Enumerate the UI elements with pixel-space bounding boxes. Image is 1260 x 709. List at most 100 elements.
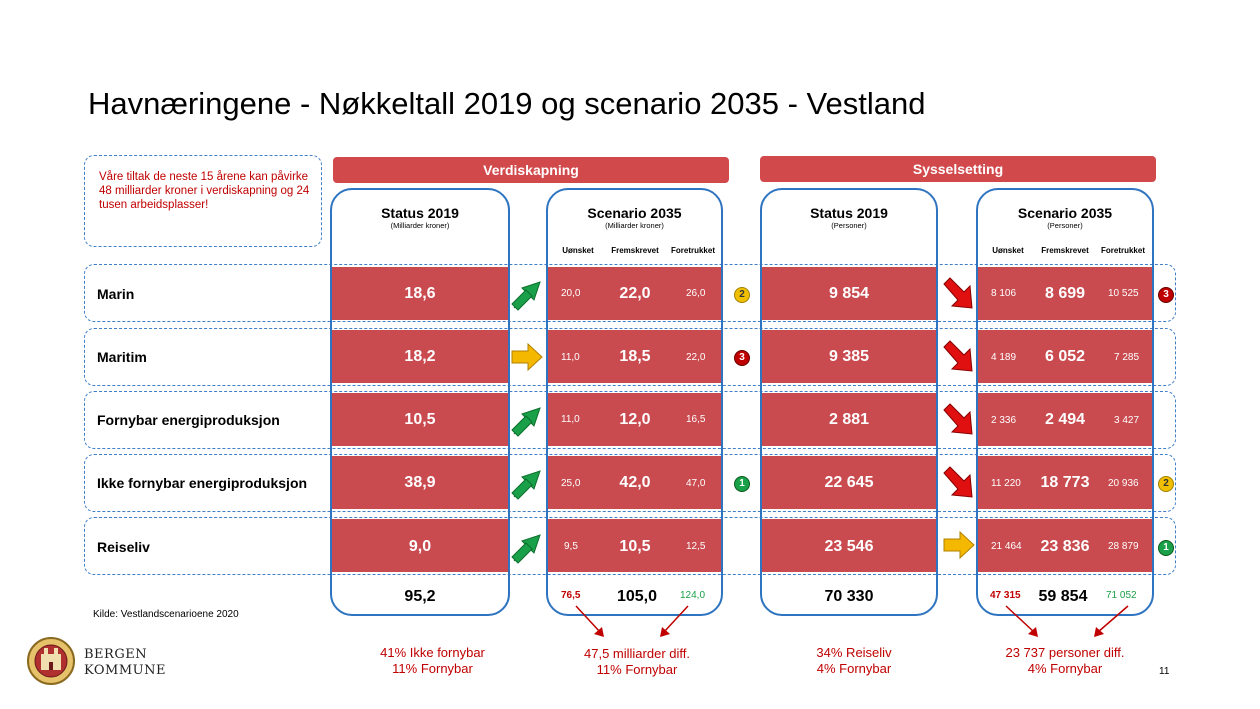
page-title: Havnæringene - Nøkkeltall 2019 og scenar…: [88, 86, 926, 121]
value-cell: 21 464: [991, 541, 1022, 552]
logo-text: BERGEN KOMMUNE: [84, 647, 166, 679]
header-sysselsetting: Sysselsetting: [760, 156, 1156, 182]
value-cell: 23 836: [1040, 538, 1090, 555]
diff-arrows-icon: [1005, 605, 1129, 637]
status-v-title: Status 2019: [381, 205, 459, 221]
scenario-v-title: Scenario 2035: [587, 205, 682, 221]
cell-bg: [548, 393, 721, 446]
row-label: Marin: [97, 286, 135, 302]
value-cell: 11,0: [561, 352, 580, 363]
value-cell: 12,0: [619, 411, 651, 428]
badge-green: 1: [734, 476, 750, 492]
badge-red: 3: [1158, 287, 1174, 303]
arrow-down-right-icon: [943, 340, 973, 372]
value-cell: 12,5: [686, 541, 706, 552]
value-cell: 18,2: [404, 348, 436, 365]
value-cell: 26,0: [686, 288, 706, 299]
page-number: 11: [1159, 666, 1170, 677]
value-cell: 9 854: [828, 285, 870, 302]
value-cell: 11,0: [561, 414, 580, 425]
cell-bg: [548, 456, 721, 509]
column-scenario-verdiskapning: [546, 188, 723, 616]
value-cell: 25,0: [561, 478, 581, 489]
column-status-sysselsetting: [760, 188, 938, 616]
row-label: Reiseliv: [97, 539, 150, 555]
status-s-title: Status 2019: [810, 205, 888, 221]
row-label: Fornybar energiproduksjon: [97, 412, 280, 428]
arrow-up-right-icon: [511, 470, 541, 500]
value-cell: 2 494: [1044, 411, 1086, 428]
annotation-line: 34% Reiseliv: [816, 645, 892, 660]
arrow-down-right-icon: [943, 403, 973, 435]
badge-yellow: 2: [734, 287, 750, 303]
arrow-down-right-icon: [943, 277, 973, 309]
status-v-unit: (Milliarder kroner): [390, 221, 450, 230]
status-s-unit: (Personer): [831, 221, 867, 230]
subheader-foretrukket: Foretrukket: [1100, 246, 1145, 255]
annotation-line: 11% Fornybar: [596, 662, 678, 677]
value-cell: 16,5: [686, 414, 706, 425]
value-cell: 28 879: [1108, 541, 1139, 552]
total-status-s: 70 330: [824, 588, 874, 605]
annotation-line: 41% Ikke fornybar: [380, 645, 485, 660]
cell-bg: [332, 456, 508, 509]
row-band-fornybar: [84, 391, 1176, 449]
row-band-maritim: [84, 328, 1176, 386]
cell-bg: [548, 519, 721, 572]
badge-red: 3: [734, 350, 750, 366]
cell-bg: [332, 519, 508, 572]
value-cell: 23 546: [824, 538, 874, 555]
cell-bg: [762, 519, 936, 572]
total-uonsket-s: 47 315: [990, 590, 1021, 601]
header-verdiskapning: Verdiskapning: [333, 157, 729, 183]
badge-green: 1: [1158, 540, 1174, 556]
arrow-right-icon: [943, 530, 975, 560]
value-cell: 42,0: [619, 474, 651, 491]
annotation-line: 11% Fornybar: [392, 661, 473, 676]
subheader-uonsket: Uønsket: [992, 246, 1024, 255]
total-fremskrevet-s: 59 854: [1038, 588, 1088, 605]
cell-bg: [978, 519, 1152, 572]
total-status-v: 95,2: [404, 588, 436, 605]
value-cell: 18 773: [1040, 474, 1090, 491]
value-cell: 47,0: [686, 478, 706, 489]
cell-bg: [762, 267, 936, 320]
annotation-line: 4% Fornybar: [1027, 661, 1103, 676]
badge-yellow: 2: [1158, 476, 1174, 492]
value-cell: 38,9: [404, 474, 436, 491]
row-band-reiseliv: [84, 517, 1176, 575]
subheader-foretrukket: Foretrukket: [670, 246, 715, 255]
source-note: Kilde: Vestlandscenarioene 2020: [93, 609, 239, 620]
annotation-line: 23 737 personer diff.: [1005, 645, 1125, 660]
value-cell: 18,5: [619, 348, 651, 365]
cell-bg: [978, 267, 1152, 320]
value-cell: 20 936: [1108, 478, 1139, 489]
total-fremskrevet-v: 105,0: [616, 588, 658, 605]
arrow-up-right-icon: [511, 281, 541, 311]
subheader-fremskrevet: Fremskrevet: [1041, 246, 1089, 255]
subheader-fremskrevet: Fremskrevet: [611, 246, 659, 255]
cell-bg: [332, 393, 508, 446]
cell-bg: [978, 330, 1152, 383]
annotation-line: 47,5 milliarder diff.: [584, 646, 690, 661]
cell-bg: [332, 267, 508, 320]
arrow-right-icon: [511, 342, 543, 372]
value-cell: 10 525: [1108, 288, 1139, 299]
value-cell: 4 189: [991, 352, 1017, 363]
value-cell: 11 220: [991, 478, 1021, 489]
note-box: Våre tiltak de neste 15 årene kan påvirk…: [84, 155, 322, 247]
arrow-up-right-icon: [511, 534, 541, 564]
total-foretrukket-s: 71 052: [1106, 590, 1137, 601]
logo-line: KOMMUNE: [84, 663, 166, 678]
annotation-scenario-s: 23 737 personer diff. 4% Fornybar: [972, 645, 1158, 677]
value-cell: 7 285: [1114, 352, 1140, 363]
value-cell: 22,0: [619, 285, 651, 302]
bergen-kommune-seal-icon: [27, 637, 75, 685]
cell-bg: [548, 267, 721, 320]
value-cell: 18,6: [404, 285, 436, 302]
annotation-status-v: 41% Ikke fornybar 11% Fornybar: [345, 645, 520, 677]
total-uonsket-v: 76,5: [561, 590, 581, 601]
value-cell: 8 106: [991, 288, 1017, 299]
annotation-status-s: 34% Reiseliv 4% Fornybar: [765, 645, 943, 677]
value-cell: 6 052: [1044, 348, 1086, 365]
